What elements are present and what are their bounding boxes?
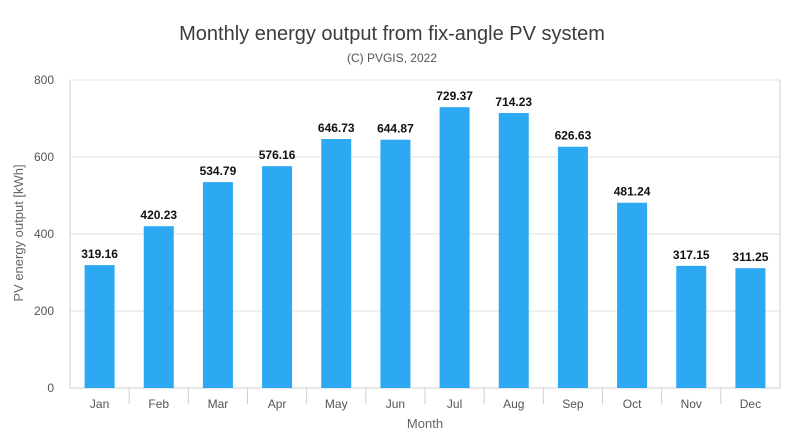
x-axis-label: Month bbox=[407, 416, 443, 431]
x-tick-label: Dec bbox=[740, 397, 761, 411]
chart-title: Monthly energy output from fix-angle PV … bbox=[179, 23, 605, 45]
data-label: 319.16 bbox=[81, 247, 118, 261]
x-tick-label: Nov bbox=[681, 397, 702, 411]
bar bbox=[202, 182, 233, 388]
bar bbox=[321, 139, 352, 388]
data-label: 646.73 bbox=[318, 121, 355, 135]
x-tick-label: Apr bbox=[268, 397, 287, 411]
grid-lines bbox=[70, 79, 780, 312]
data-label: 576.16 bbox=[259, 148, 296, 162]
bar bbox=[557, 146, 588, 388]
bar bbox=[617, 202, 648, 388]
bar bbox=[84, 265, 115, 388]
x-tick-label: May bbox=[325, 397, 348, 411]
bar bbox=[143, 226, 174, 388]
data-label: 420.23 bbox=[140, 208, 177, 222]
bars bbox=[84, 107, 766, 388]
y-tick-label: 0 bbox=[47, 381, 54, 395]
y-tick-label: 400 bbox=[34, 227, 54, 241]
bar bbox=[262, 166, 293, 388]
bar bbox=[498, 113, 529, 388]
x-tick-label: Sep bbox=[562, 397, 584, 411]
chart-subtitle: (C) PVGIS, 2022 bbox=[347, 51, 437, 65]
data-label: 626.63 bbox=[555, 129, 592, 143]
y-tick-label: 600 bbox=[34, 150, 54, 164]
data-label: 481.24 bbox=[614, 185, 651, 199]
data-label: 729.37 bbox=[436, 89, 473, 103]
y-tick-label: 800 bbox=[34, 73, 54, 87]
data-label: 644.87 bbox=[377, 122, 414, 136]
x-tick-label: Jan bbox=[90, 397, 109, 411]
axes bbox=[69, 80, 781, 404]
x-tick-label: Jul bbox=[447, 397, 462, 411]
y-axis-label: PV energy output [kWh] bbox=[11, 164, 26, 301]
bar bbox=[676, 265, 707, 388]
x-tick-label: Jun bbox=[386, 397, 405, 411]
x-tick-label: Mar bbox=[208, 397, 229, 411]
data-label: 714.23 bbox=[495, 95, 532, 109]
tick-labels: 0 200 400 600 800 Jan Feb Mar Apr May Jun Jul Aug Sep… bbox=[34, 73, 761, 411]
x-tick-label: Aug bbox=[503, 397, 524, 411]
data-label: 311.25 bbox=[732, 250, 768, 264]
y-tick-label: 200 bbox=[34, 304, 54, 318]
bar bbox=[439, 107, 470, 388]
data-label: 317.15 bbox=[673, 248, 710, 262]
data-labels: 319.16 420.23 534.79 576.16 646.73 644.87 729.… bbox=[81, 89, 769, 264]
data-label: 534.79 bbox=[200, 164, 237, 178]
bar bbox=[735, 268, 766, 388]
x-tick-label: Feb bbox=[148, 397, 169, 411]
bar bbox=[380, 139, 411, 388]
x-tick-label: Oct bbox=[623, 397, 642, 411]
